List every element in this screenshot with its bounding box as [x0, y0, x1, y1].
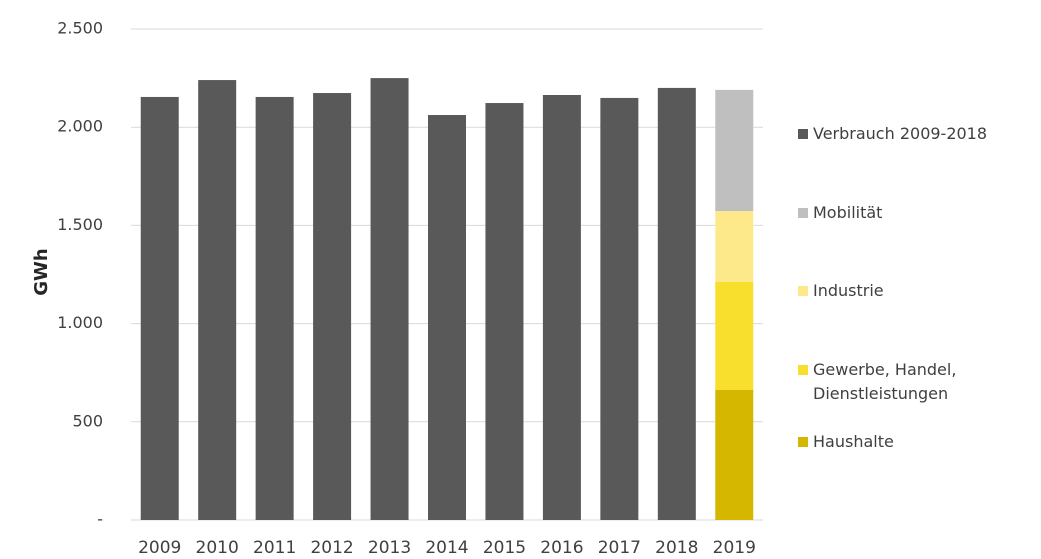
legend-item: Industrie	[798, 279, 1033, 303]
y-tick-label: 1.500	[57, 215, 103, 234]
y-tick-label: -	[97, 510, 103, 529]
legend-label: Mobilität	[813, 203, 883, 222]
legend-label: Gewerbe, Handel, Dienstleistungen	[813, 360, 957, 403]
legend-label: Verbrauch 2009-2018	[813, 124, 988, 143]
legend-swatch	[798, 208, 808, 218]
y-tick-label: 1.000	[57, 313, 103, 332]
legend-swatch	[798, 437, 808, 447]
x-tick-label: 2012	[310, 538, 353, 558]
y-axis-label: GWh	[31, 248, 52, 295]
x-tick-label: 2013	[368, 538, 411, 558]
bar	[255, 96, 294, 520]
legend-item: Mobilität	[798, 201, 1033, 225]
bar	[715, 281, 754, 390]
legend-swatch	[798, 129, 808, 139]
y-tick-label: 2.000	[57, 117, 103, 136]
bar	[428, 115, 466, 521]
x-tick-label: 2010	[196, 538, 239, 558]
y-tick-label: 500	[72, 411, 103, 430]
x-tick-label: 2016	[540, 538, 583, 558]
bar	[370, 78, 409, 520]
legend-label: Industrie	[813, 281, 884, 300]
bar	[198, 80, 237, 521]
bar	[485, 103, 524, 521]
bar	[140, 96, 179, 520]
x-tick-label: 2011	[253, 538, 296, 558]
bar	[715, 89, 754, 212]
x-tick-label: 2019	[713, 538, 756, 558]
legend-item: Verbrauch 2009-2018	[798, 122, 1033, 146]
bar	[542, 94, 581, 520]
legend-swatch	[798, 286, 808, 296]
bar	[657, 87, 696, 521]
bar	[715, 211, 754, 282]
legend-item: Haushalte	[798, 430, 1033, 454]
y-tick-label: 2.500	[57, 19, 103, 38]
x-tick-label: 2009	[138, 538, 181, 558]
x-tick-label: 2015	[483, 538, 526, 558]
bar	[313, 93, 352, 520]
bar	[715, 389, 754, 520]
x-tick-label: 2017	[598, 538, 641, 558]
legend-label: Haushalte	[813, 432, 894, 451]
bar	[600, 97, 639, 520]
x-tick-label: 2014	[425, 538, 468, 558]
legend-swatch	[798, 365, 808, 375]
legend-item: Gewerbe, Handel, Dienstleistungen	[798, 358, 1033, 406]
x-tick-label: 2018	[655, 538, 698, 558]
